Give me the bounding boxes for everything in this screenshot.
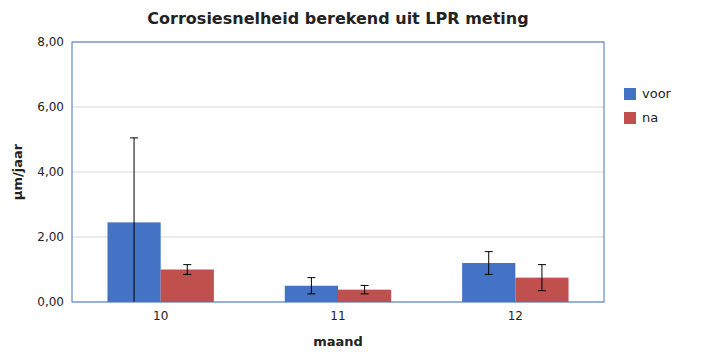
error-bar-cap <box>538 264 546 265</box>
error-bar-cap <box>485 274 493 275</box>
x-tick-label: 11 <box>330 309 345 323</box>
error-bar-stem <box>311 278 312 294</box>
x-tick-label: 12 <box>508 309 523 323</box>
y-tick-label: 6,00 <box>37 100 64 114</box>
bar-series <box>161 270 569 303</box>
y-tick-label: 0,00 <box>37 295 64 309</box>
error-bar-cap <box>183 264 191 265</box>
y-axis-label: μm/jaar <box>10 143 25 200</box>
x-axis-label: maand <box>313 334 363 349</box>
error-bar-stem <box>488 252 489 275</box>
error-bar-cap <box>538 290 546 291</box>
legend-label: na <box>642 110 658 125</box>
grid-line <box>72 172 604 173</box>
x-tick-label: 10 <box>153 309 168 323</box>
y-tick-label: 4,00 <box>37 165 64 179</box>
chart-container: 0,00 2,00 4,00 6,00 8,00 10 11 12 Corrosiesnelhe… <box>0 0 714 364</box>
chart-title: Corrosiesnelheid berekend uit LPR meting <box>147 9 528 28</box>
legend: voor na <box>624 86 672 125</box>
error-bar <box>485 252 493 275</box>
error-bar-cap <box>361 293 369 294</box>
error-bar-stem <box>541 265 542 291</box>
error-bar-cap <box>130 137 138 138</box>
bar-series <box>107 222 515 302</box>
error-bar <box>361 285 369 293</box>
error-bar <box>130 138 138 302</box>
plot-area <box>107 138 568 302</box>
legend-swatch <box>624 112 636 124</box>
legend-label: voor <box>642 86 672 101</box>
plot-frame <box>72 42 604 302</box>
error-bar-cap <box>307 277 315 278</box>
legend-swatch <box>624 88 636 100</box>
error-bar <box>538 265 546 291</box>
error-bar-cap <box>183 274 191 275</box>
error-bar-stem <box>364 285 365 293</box>
y-grid <box>72 42 604 302</box>
y-tick-label: 2,00 <box>37 230 64 244</box>
bar <box>161 270 214 303</box>
error-bar-cap <box>307 293 315 294</box>
y-tick-label: 8,00 <box>37 35 64 49</box>
grid-line <box>72 107 604 108</box>
error-bar <box>307 278 315 294</box>
error-bar-cap <box>485 251 493 252</box>
error-bar-stem <box>187 265 188 275</box>
error-bar-cap <box>361 285 369 286</box>
chart-svg: 0,00 2,00 4,00 6,00 8,00 10 11 12 Corrosiesnelhe… <box>0 0 714 364</box>
error-bar <box>183 265 191 275</box>
error-bar-stem <box>134 138 135 302</box>
